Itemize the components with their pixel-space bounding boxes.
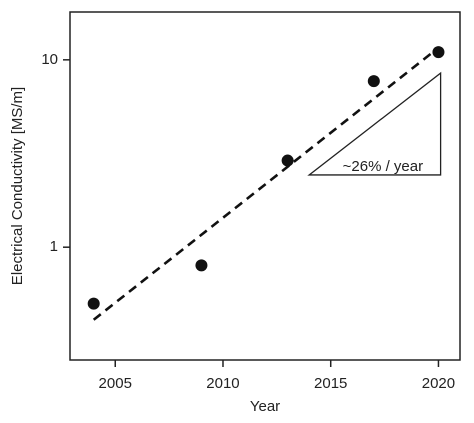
x-tick-label: 2005 xyxy=(99,375,132,392)
annotation-text: ~26% / year xyxy=(343,158,423,175)
plot-frame xyxy=(69,11,461,361)
x-tick-label: 2010 xyxy=(206,375,239,392)
slope-triangle xyxy=(307,71,442,176)
y-axis-label: Electrical Conductivity [MS/m] xyxy=(9,87,26,285)
x-axis-label: Year xyxy=(250,398,280,415)
y-tick-label: 10 xyxy=(41,51,58,68)
x-tick-label: 2020 xyxy=(422,375,455,392)
data-point xyxy=(195,259,208,272)
trend-line xyxy=(92,46,440,321)
y-tick-label: 1 xyxy=(50,238,58,255)
data-point xyxy=(87,297,100,310)
data-point xyxy=(367,75,380,88)
data-point xyxy=(281,154,294,167)
data-point xyxy=(432,46,445,59)
x-tick-label: 2015 xyxy=(314,375,347,392)
